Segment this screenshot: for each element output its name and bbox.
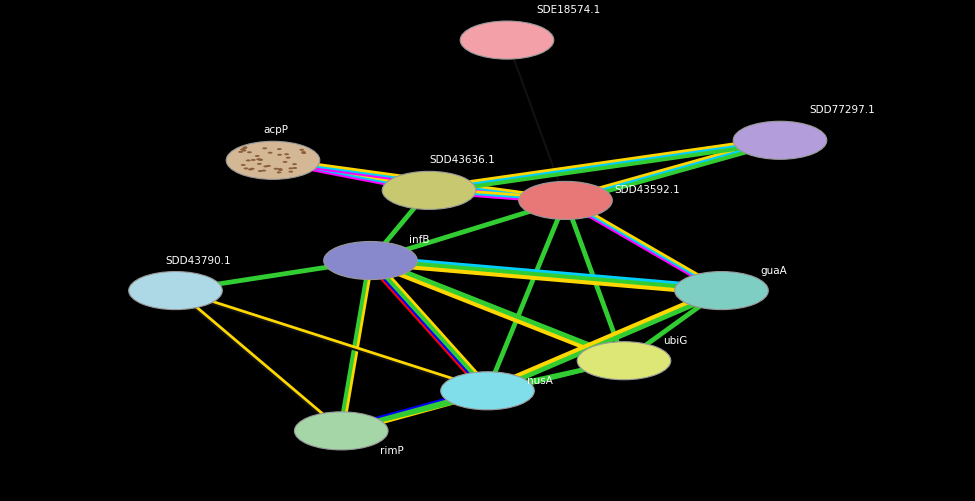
Ellipse shape [577,342,671,380]
Ellipse shape [301,152,306,154]
Ellipse shape [441,372,534,410]
Ellipse shape [242,147,247,149]
Ellipse shape [268,152,273,154]
Ellipse shape [301,151,306,153]
Text: SDD43790.1: SDD43790.1 [166,256,231,266]
Ellipse shape [238,151,243,153]
Ellipse shape [286,157,291,159]
Ellipse shape [240,148,245,150]
Ellipse shape [241,164,246,166]
Text: SDD43592.1: SDD43592.1 [614,185,680,195]
Ellipse shape [256,158,261,160]
Ellipse shape [289,171,293,173]
Ellipse shape [263,165,268,167]
Ellipse shape [733,121,827,159]
Ellipse shape [324,241,417,280]
Ellipse shape [262,147,267,149]
Ellipse shape [247,151,252,153]
Ellipse shape [675,272,768,310]
Ellipse shape [257,163,262,165]
Ellipse shape [226,141,320,179]
Ellipse shape [251,159,255,161]
Ellipse shape [284,153,289,155]
Text: SDD43636.1: SDD43636.1 [429,155,494,165]
Ellipse shape [278,168,283,170]
Ellipse shape [248,168,253,170]
Ellipse shape [246,159,251,161]
Ellipse shape [289,167,293,169]
Ellipse shape [460,21,554,59]
Ellipse shape [278,169,283,171]
Ellipse shape [261,169,266,171]
Ellipse shape [257,170,262,172]
Ellipse shape [292,167,297,169]
Ellipse shape [294,412,388,450]
Ellipse shape [244,167,249,169]
Ellipse shape [292,163,297,165]
Ellipse shape [250,168,254,170]
Ellipse shape [519,181,612,219]
Text: infB: infB [410,235,430,245]
Ellipse shape [254,155,259,157]
Ellipse shape [257,159,262,161]
Ellipse shape [274,168,279,170]
Text: rimP: rimP [380,446,404,456]
Ellipse shape [277,148,282,150]
Ellipse shape [129,272,222,310]
Ellipse shape [283,161,288,163]
Text: SDD77297.1: SDD77297.1 [809,105,875,115]
Ellipse shape [299,149,304,151]
Text: guaA: guaA [760,266,787,276]
Text: ubiG: ubiG [663,336,687,346]
Ellipse shape [277,171,282,173]
Text: SDE18574.1: SDE18574.1 [536,5,601,15]
Ellipse shape [258,159,263,161]
Ellipse shape [243,146,248,148]
Ellipse shape [277,154,282,156]
Text: nusA: nusA [526,376,553,386]
Ellipse shape [266,165,271,167]
Ellipse shape [382,171,476,209]
Ellipse shape [242,150,247,152]
Text: acpP: acpP [263,125,289,135]
